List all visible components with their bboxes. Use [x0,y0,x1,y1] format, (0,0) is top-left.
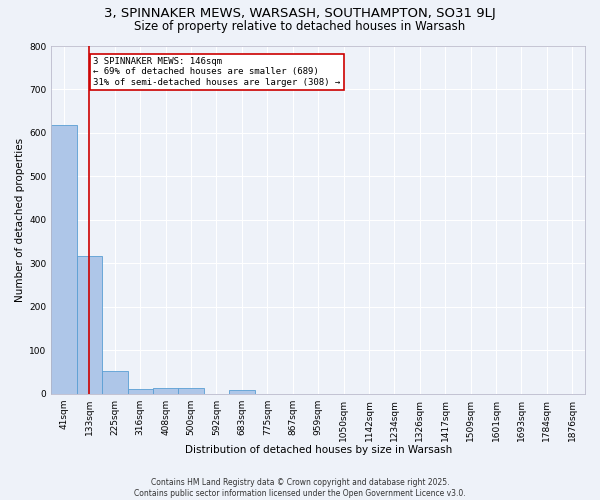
Bar [229,390,254,394]
Bar [178,388,204,394]
Text: Size of property relative to detached houses in Warsash: Size of property relative to detached ho… [134,20,466,33]
Text: Contains HM Land Registry data © Crown copyright and database right 2025.
Contai: Contains HM Land Registry data © Crown c… [134,478,466,498]
X-axis label: Distribution of detached houses by size in Warsash: Distribution of detached houses by size … [185,445,452,455]
Y-axis label: Number of detached properties: Number of detached properties [15,138,25,302]
Bar [102,371,128,394]
Bar [77,256,102,394]
Bar [153,388,178,394]
Text: 3, SPINNAKER MEWS, WARSASH, SOUTHAMPTON, SO31 9LJ: 3, SPINNAKER MEWS, WARSASH, SOUTHAMPTON,… [104,8,496,20]
Text: 3 SPINNAKER MEWS: 146sqm
← 69% of detached houses are smaller (689)
31% of semi-: 3 SPINNAKER MEWS: 146sqm ← 69% of detach… [93,57,340,86]
Bar [128,390,153,394]
Bar [51,124,77,394]
